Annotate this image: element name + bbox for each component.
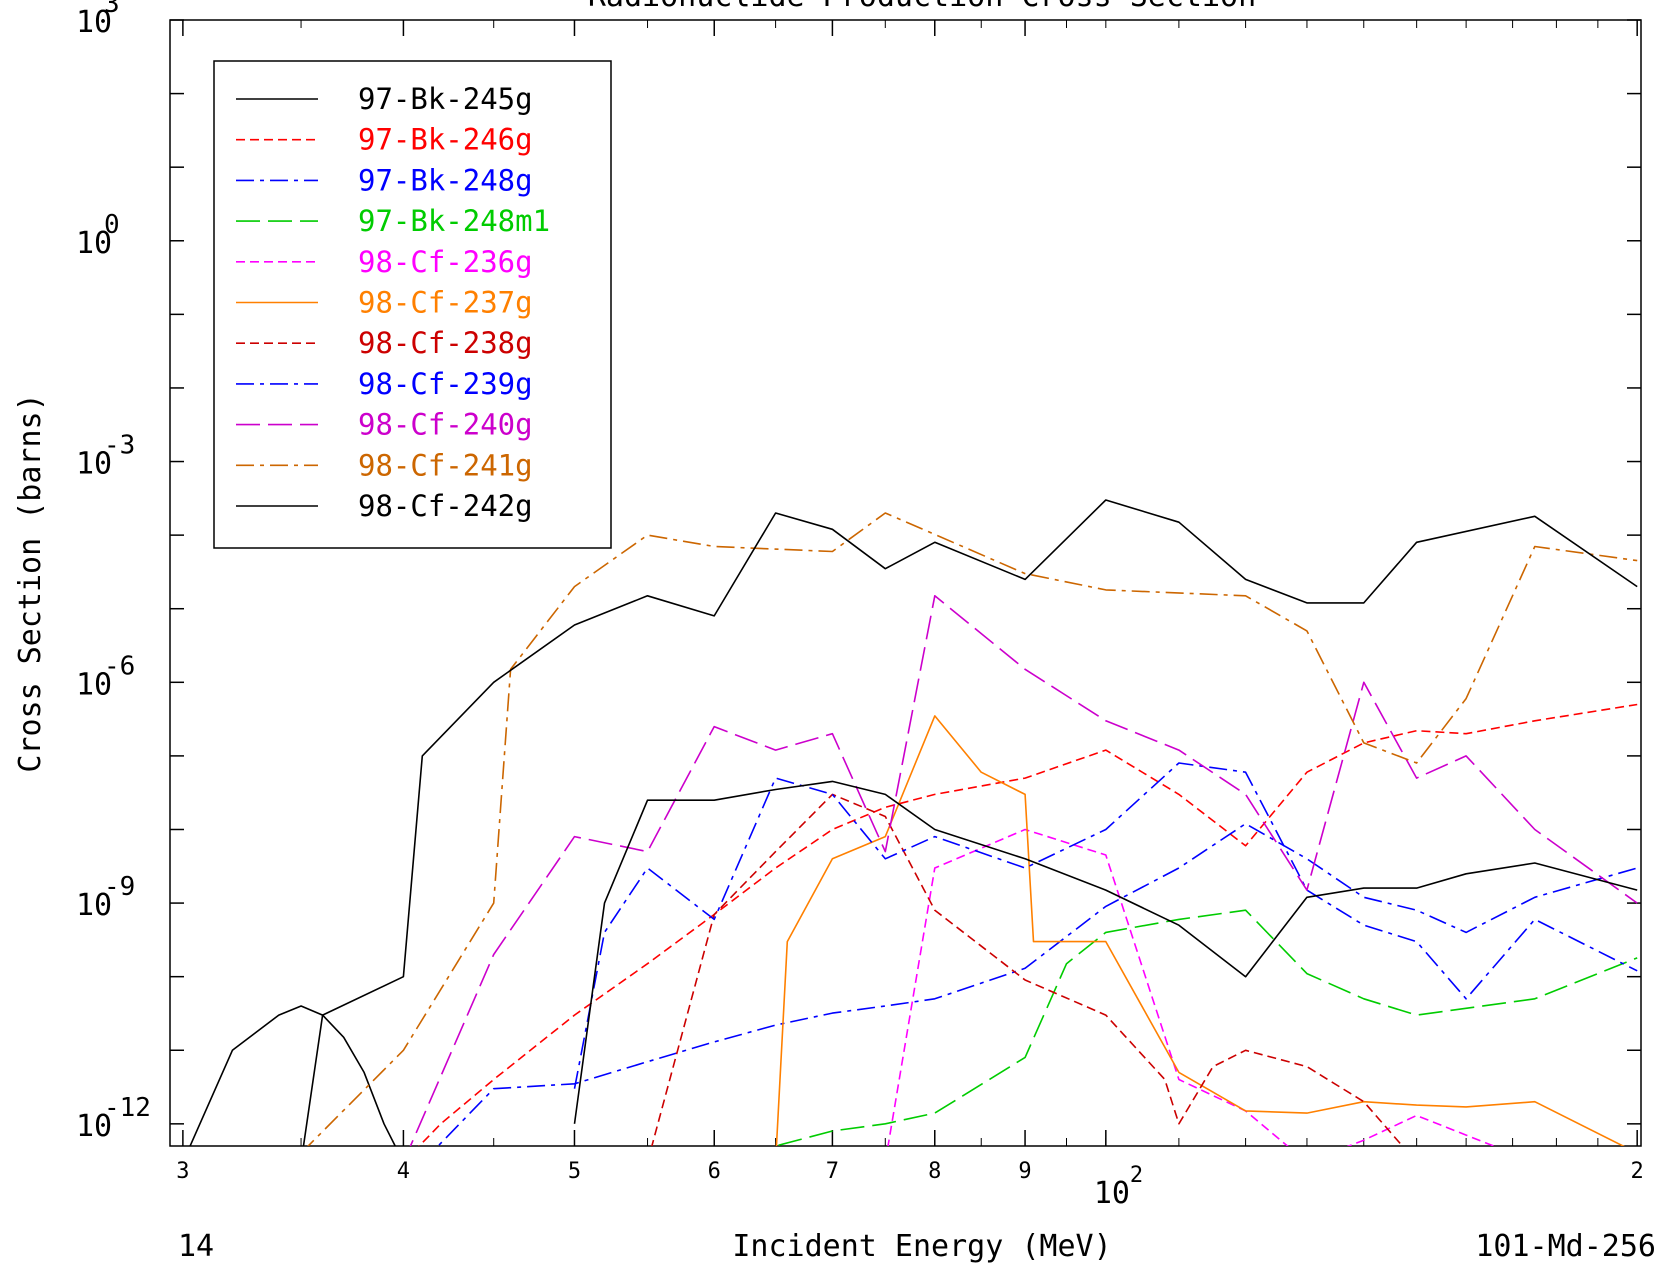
legend-label: 98-Cf-241g (358, 448, 533, 482)
legend-label: 97-Bk-248g (358, 163, 533, 197)
x-tick-label: 3 (176, 1159, 189, 1184)
legend-label: 98-Cf-239g (358, 367, 533, 401)
series-line (887, 828, 1496, 1146)
series-line (651, 793, 1404, 1146)
plot-frame (169, 19, 1642, 1147)
footer-left: 14 (178, 1229, 214, 1264)
y-tick-label: 10 (76, 5, 112, 40)
series-line (409, 594, 1638, 1146)
legend-label: 98-Cf-237g (358, 286, 533, 320)
legend-label: 98-Cf-236g (358, 245, 533, 279)
y-tick-label: 10 (76, 888, 112, 923)
x-decade-label: 10 (1094, 1176, 1130, 1211)
x-decade-exponent: 2 (1130, 1163, 1143, 1188)
y-tick-exponent: -3 (104, 431, 135, 461)
y-tick-exponent: 3 (104, 0, 120, 19)
legend-label: 98-Cf-240g (358, 408, 533, 442)
legend-label: 97-Bk-246g (358, 123, 533, 157)
x-tick-label: 8 (928, 1159, 941, 1184)
y-tick-exponent: -9 (104, 872, 135, 902)
x-axis-label: Incident Energy (MeV) (732, 1229, 1111, 1264)
series-line (573, 762, 1638, 1089)
x-tick-label: 9 (1018, 1159, 1031, 1184)
legend-box (213, 60, 612, 549)
legend-label: 97-Bk-248m1 (358, 204, 550, 238)
footer-right: 101-Md-256 (1475, 1229, 1656, 1264)
y-tick-exponent: -12 (104, 1093, 151, 1123)
legend-label: 98-Cf-238g (358, 326, 533, 360)
legend-label: 98-Cf-242g (358, 489, 533, 523)
x-tick-label: 7 (826, 1159, 839, 1184)
y-tick-label: 10 (76, 447, 112, 482)
x-tick-label: 2 (1631, 1159, 1644, 1184)
series-line (774, 909, 1638, 1146)
y-tick-label: 10 (76, 667, 112, 702)
x-tick-label: 4 (397, 1159, 410, 1184)
legend: 97-Bk-245g 97-Bk-246g 97-Bk-248g 97-Bk-248m… (213, 60, 612, 549)
series-line (573, 780, 1638, 1124)
y-tick-label: 10 (76, 226, 112, 261)
series-line (189, 1005, 397, 1146)
series-line (307, 512, 1638, 1146)
chart-title: Radionuclide Production Cross Section (588, 0, 1256, 14)
x-tick-label: 5 (568, 1159, 581, 1184)
series-line (436, 822, 1638, 1146)
y-tick-label: 10 (76, 1109, 112, 1144)
y-tick-exponent: 0 (104, 210, 120, 240)
series-group (189, 499, 1638, 1146)
y-tick-exponent: -6 (104, 651, 135, 681)
series-line (418, 703, 1638, 1146)
series-line (775, 715, 1625, 1146)
x-tick-label: 6 (708, 1159, 721, 1184)
legend-label: 97-Bk-245g (358, 82, 533, 116)
series-line (302, 499, 1638, 1146)
y-axis-label: Cross Section (barns) (13, 393, 48, 772)
